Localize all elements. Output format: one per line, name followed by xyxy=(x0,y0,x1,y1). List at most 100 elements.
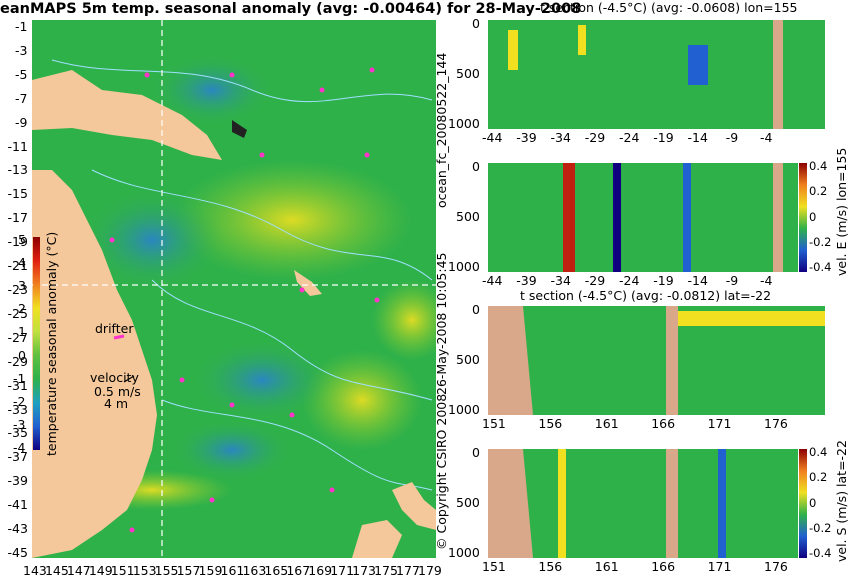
section-y-tick: 500 xyxy=(456,352,480,367)
bathymetry-contour xyxy=(151,279,433,401)
forecast-id: ocean_fc_20080522_144 xyxy=(434,52,449,208)
warm-column xyxy=(578,25,586,55)
section-x-tick: -24 xyxy=(619,273,640,288)
section-1-svg xyxy=(508,20,783,129)
colorbar-tick-label: -3 xyxy=(13,416,26,432)
south-jet xyxy=(558,449,566,558)
lon-tick-label: 177 xyxy=(396,563,420,578)
section-x-tick: 166 xyxy=(651,416,676,431)
land-mask xyxy=(773,20,783,129)
new-caledonia xyxy=(294,270,322,296)
land-mask xyxy=(773,163,783,272)
section-3-svg xyxy=(488,306,825,415)
lon-tick-label: 145 xyxy=(44,563,69,578)
section-x-tick: 176 xyxy=(764,416,788,431)
lon-tick-label: 151 xyxy=(110,563,135,578)
section-x-tick: -34 xyxy=(550,273,571,288)
colorbar-tick-label: -2 xyxy=(13,393,26,409)
colorbar-tick-label: 1 xyxy=(18,324,26,340)
bathymetry-contour xyxy=(51,59,433,103)
vel-colorbar-tick: 0.4 xyxy=(809,159,828,173)
lat-tick-label: -31 xyxy=(7,377,28,393)
east-jet xyxy=(563,163,575,272)
section-x-tick: 161 xyxy=(594,559,619,574)
vel-e-colorbar-label: vel. E (m/s) lon=155 xyxy=(834,147,849,276)
velocity-depth-label: 4 m xyxy=(104,396,129,411)
lon-tick-label: 179 xyxy=(418,563,442,578)
section-x-tick: 161 xyxy=(594,416,619,431)
vel-e-colorbar xyxy=(799,163,807,272)
section-panel-3 xyxy=(488,306,825,415)
section-x-tick: 176 xyxy=(764,559,788,574)
lat-tick-label: -5 xyxy=(15,66,28,82)
lat-tick-label: -23 xyxy=(7,282,28,297)
lon-tick-label: 157 xyxy=(176,563,201,578)
lon-tick-label: 159 xyxy=(198,563,223,578)
section-x-tick: 151 xyxy=(482,559,506,574)
main-colorbar xyxy=(33,237,40,450)
section-y-tick: 0 xyxy=(472,16,480,31)
colorbar-tick-label: 5 xyxy=(18,232,26,247)
lon-tick-label: 165 xyxy=(264,563,289,578)
section-panel-2 xyxy=(488,163,798,272)
section-x-tick: -34 xyxy=(550,130,571,145)
lon-tick-label: 149 xyxy=(88,563,113,578)
lon-tick-label: 171 xyxy=(330,563,355,578)
section-panel-4 xyxy=(488,449,798,558)
vel-s-colorbar xyxy=(799,449,807,558)
section-y-tick: 500 xyxy=(456,495,480,510)
vel-colorbar-tick: 0.2 xyxy=(809,184,828,199)
lat-tick-label: -35 xyxy=(7,425,28,441)
lat-tick-label: -9 xyxy=(15,114,28,130)
section-x-tick: 166 xyxy=(651,559,676,574)
section-3-title: t section (-4.5°C) (avg: -0.0812) lat=-2… xyxy=(520,288,772,303)
lat-tick-label: -41 xyxy=(7,497,28,513)
land-mask xyxy=(488,306,533,415)
section-x-tick: -44 xyxy=(482,273,503,288)
land-mask xyxy=(666,306,678,415)
lon-tick-label: 173 xyxy=(352,563,377,578)
section-x-tick: -4 xyxy=(760,273,773,288)
lon-tick-label: 153 xyxy=(132,563,157,578)
section-y-tick: 1000 xyxy=(448,116,480,131)
bathymetry-contour xyxy=(91,169,433,281)
section-x-tick: -19 xyxy=(653,130,674,145)
cool-anomaly xyxy=(172,420,292,480)
vel-colorbar-tick: -0.2 xyxy=(809,234,832,249)
drifter-legend-marker xyxy=(113,334,125,340)
papua-new-guinea xyxy=(32,70,222,160)
section-x-tick: -29 xyxy=(584,273,606,288)
section-x-tick: -9 xyxy=(725,273,739,288)
vel-colorbar-tick: -0.4 xyxy=(809,260,832,274)
lon-tick-label: 147 xyxy=(66,563,91,578)
section-x-tick: -14 xyxy=(687,273,708,288)
section-x-tick: 171 xyxy=(707,416,732,431)
lat-tick-label: -11 xyxy=(7,138,28,154)
cool-anomaly xyxy=(192,340,332,420)
lat-tick-label: -25 xyxy=(7,305,28,321)
section-x-tick: -4 xyxy=(760,130,773,145)
map-panel: drifter velocity 0.5 m/s 4 m xyxy=(32,20,436,558)
colorbar-tick-label: 4 xyxy=(18,255,26,271)
section-x-tick: -19 xyxy=(653,273,674,288)
main-title: eanMAPS 5m temp. seasonal anomaly (avg: … xyxy=(0,1,582,17)
lat-tick-label: -19 xyxy=(7,234,28,250)
lat-tick-label: -13 xyxy=(7,162,28,178)
section-1-title: t section (-4.5°C) (avg: -0.0608) lon=15… xyxy=(540,0,798,15)
lat-tick-label: -17 xyxy=(7,210,28,226)
warm-surface xyxy=(678,311,825,326)
vel-colorbar-tick: 0 xyxy=(809,495,817,510)
copyright: © Copyright CSIRO 2008 xyxy=(434,393,449,550)
lon-tick-label: 163 xyxy=(242,563,267,578)
section-y-tick: 500 xyxy=(456,66,480,81)
lat-tick-label: -21 xyxy=(7,258,28,274)
main-colorbar-label: temperature seasonal anomaly (°C) xyxy=(44,231,59,456)
vel-colorbar-tick: 0.4 xyxy=(809,445,828,459)
land-mask xyxy=(488,449,533,558)
lon-tick-label: 175 xyxy=(374,563,398,578)
timestamp: 26-May-2008 10:05:45 xyxy=(434,252,449,395)
lat-tick-label: -43 xyxy=(7,521,28,537)
lat-tick-label: -27 xyxy=(7,329,28,345)
lat-tick-label: -15 xyxy=(7,186,28,202)
section-x-tick: -44 xyxy=(482,130,503,145)
